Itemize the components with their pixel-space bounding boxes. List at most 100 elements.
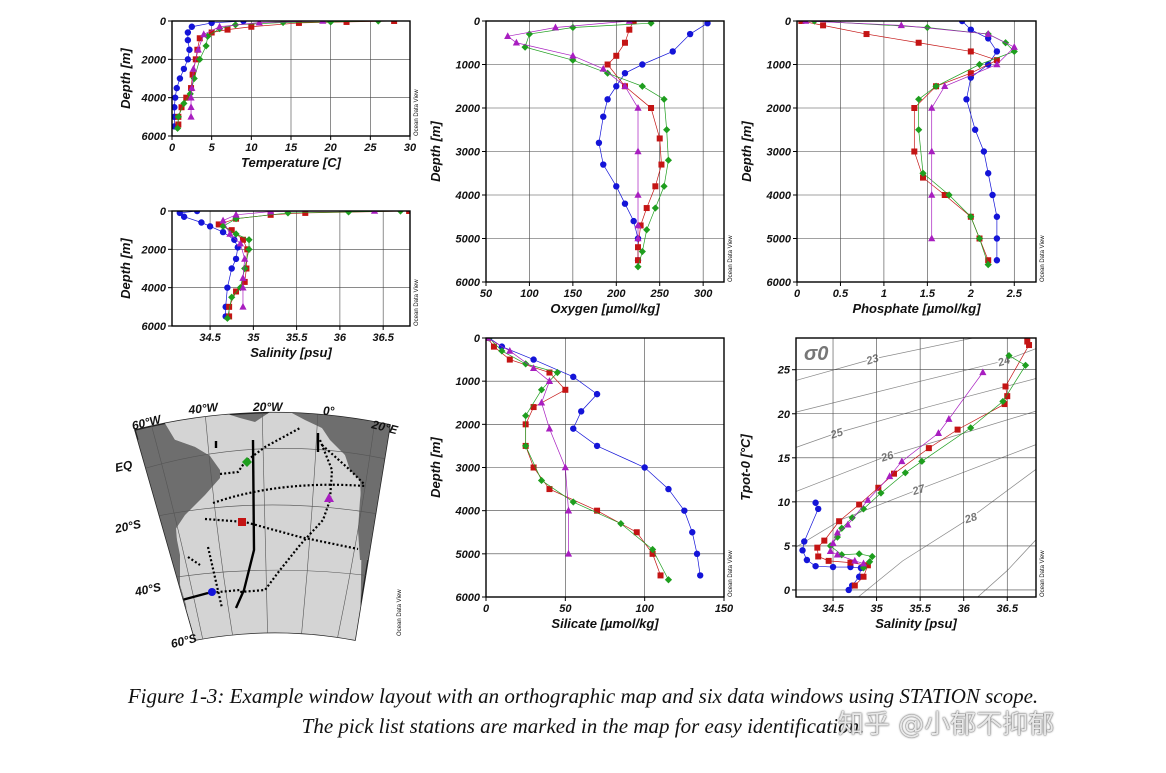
data-point-square xyxy=(637,222,644,229)
data-point-square xyxy=(630,21,637,24)
data-point-square xyxy=(967,48,974,55)
data-point-triangle xyxy=(194,45,202,53)
data-point-diamond xyxy=(174,113,182,121)
data-point-triangle xyxy=(506,346,514,354)
plot-frame xyxy=(485,20,725,283)
data-point-square xyxy=(295,21,302,26)
data-point-triangle xyxy=(833,528,841,536)
data-point-circle xyxy=(184,29,192,36)
data-point-diamond xyxy=(945,191,953,199)
data-point-triangle xyxy=(844,520,852,528)
data-point-circle xyxy=(689,529,696,536)
data-point-square xyxy=(1001,401,1008,408)
data-point-square xyxy=(208,29,215,36)
data-point-circle xyxy=(176,75,184,82)
data-point-diamond xyxy=(643,226,651,234)
y-tick-label: 3000 xyxy=(767,147,792,159)
data-point-circle xyxy=(639,61,646,68)
y-tick-label: 0 xyxy=(784,585,791,597)
data-point-square xyxy=(530,464,537,471)
data-point-circle xyxy=(993,48,1001,55)
data-point-diamond xyxy=(522,412,530,420)
data-point-triangle xyxy=(545,424,554,432)
y-tick-label: 0 xyxy=(160,16,167,28)
y-tick-label: 6000 xyxy=(142,131,167,143)
y-tick-label: 2000 xyxy=(141,244,167,256)
data-point-triangle xyxy=(621,82,629,90)
x-tick-label: 150 xyxy=(715,603,734,615)
data-point-square xyxy=(891,470,898,477)
data-point-triangle xyxy=(537,398,546,406)
y-tick-label: 20 xyxy=(777,409,791,421)
data-point-diamond xyxy=(919,169,927,177)
data-point-triangle xyxy=(232,211,240,218)
data-point-square xyxy=(657,572,664,579)
data-point-triangle xyxy=(530,364,538,372)
data-point-circle xyxy=(621,70,629,77)
data-point-circle xyxy=(172,94,179,101)
data-point-diamond xyxy=(638,247,646,256)
x-tick-label: 1.5 xyxy=(920,288,936,300)
data-point-circle xyxy=(180,213,188,220)
green-station-marker[interactable] xyxy=(242,457,252,467)
data-point-triangle xyxy=(187,112,195,120)
red-station-marker[interactable] xyxy=(238,518,246,526)
data-point-diamond xyxy=(984,261,992,269)
data-point-circle xyxy=(993,257,1001,264)
data-point-diamond xyxy=(649,545,657,554)
data-point-circle xyxy=(184,36,192,44)
data-point-square xyxy=(178,104,185,111)
y-tick-label: 1000 xyxy=(456,376,481,388)
data-point-diamond xyxy=(245,236,253,244)
y-tick-label: 6000 xyxy=(767,277,792,289)
x-axis-label: Salinity [psu] xyxy=(875,616,957,631)
data-point-circle xyxy=(604,96,611,103)
data-point-diamond xyxy=(838,524,846,532)
data-point-diamond xyxy=(901,469,909,477)
y-tick-label: 5000 xyxy=(767,234,792,246)
data-point-square xyxy=(851,582,858,589)
data-point-circle xyxy=(845,586,852,594)
y-axis-label: Depth [m] xyxy=(118,238,133,299)
data-point-square xyxy=(1002,383,1009,390)
data-point-square xyxy=(604,61,611,68)
y-tick-label: 2000 xyxy=(766,103,792,115)
y-axis-label: Depth [m] xyxy=(428,437,443,498)
data-point-circle xyxy=(989,191,996,199)
data-point-triangle xyxy=(561,463,569,471)
y-tick-label: 5 xyxy=(784,541,791,553)
blue-station-marker[interactable] xyxy=(208,588,216,596)
ocean-data-view-label: Ocean Data View xyxy=(414,279,420,326)
data-point-diamond xyxy=(173,124,182,132)
data-point-square xyxy=(391,21,398,24)
data-point-diamond xyxy=(190,74,198,83)
y-axis-label: Depth [m] xyxy=(739,121,754,182)
data-point-square xyxy=(343,21,350,25)
x-tick-label: 0.5 xyxy=(833,288,849,300)
data-point-circle xyxy=(613,83,620,90)
purple-station-marker[interactable] xyxy=(324,493,334,502)
data-point-triangle xyxy=(928,147,936,155)
data-point-diamond xyxy=(537,476,546,485)
data-point-square xyxy=(814,544,821,551)
y-tick-label: 6000 xyxy=(456,277,481,289)
figure-caption-line-1: Figure 1-3: Example window layout with a… xyxy=(127,684,1039,708)
data-point-circle xyxy=(240,21,247,25)
data-point-circle xyxy=(206,223,214,230)
chart-salinity: 34.5 35 35.5 36 36.5 0 2000 4000 6000 Salinity [p… xyxy=(118,206,420,360)
data-point-square xyxy=(925,445,932,452)
data-point-circle xyxy=(570,425,577,432)
data-point-circle xyxy=(198,219,205,226)
data-point-triangle xyxy=(634,147,642,155)
data-point-circle xyxy=(967,26,975,33)
isopycnal-line xyxy=(796,338,975,381)
data-point-triangle xyxy=(200,30,208,38)
isopycnal-line xyxy=(796,378,1036,448)
data-point-triangle xyxy=(239,283,247,291)
data-point-diamond xyxy=(1010,47,1018,56)
data-point-square xyxy=(863,31,870,38)
data-point-circle xyxy=(993,235,1001,242)
data-point-square xyxy=(226,303,233,310)
data-point-square xyxy=(183,94,190,101)
data-point-square xyxy=(233,288,240,295)
